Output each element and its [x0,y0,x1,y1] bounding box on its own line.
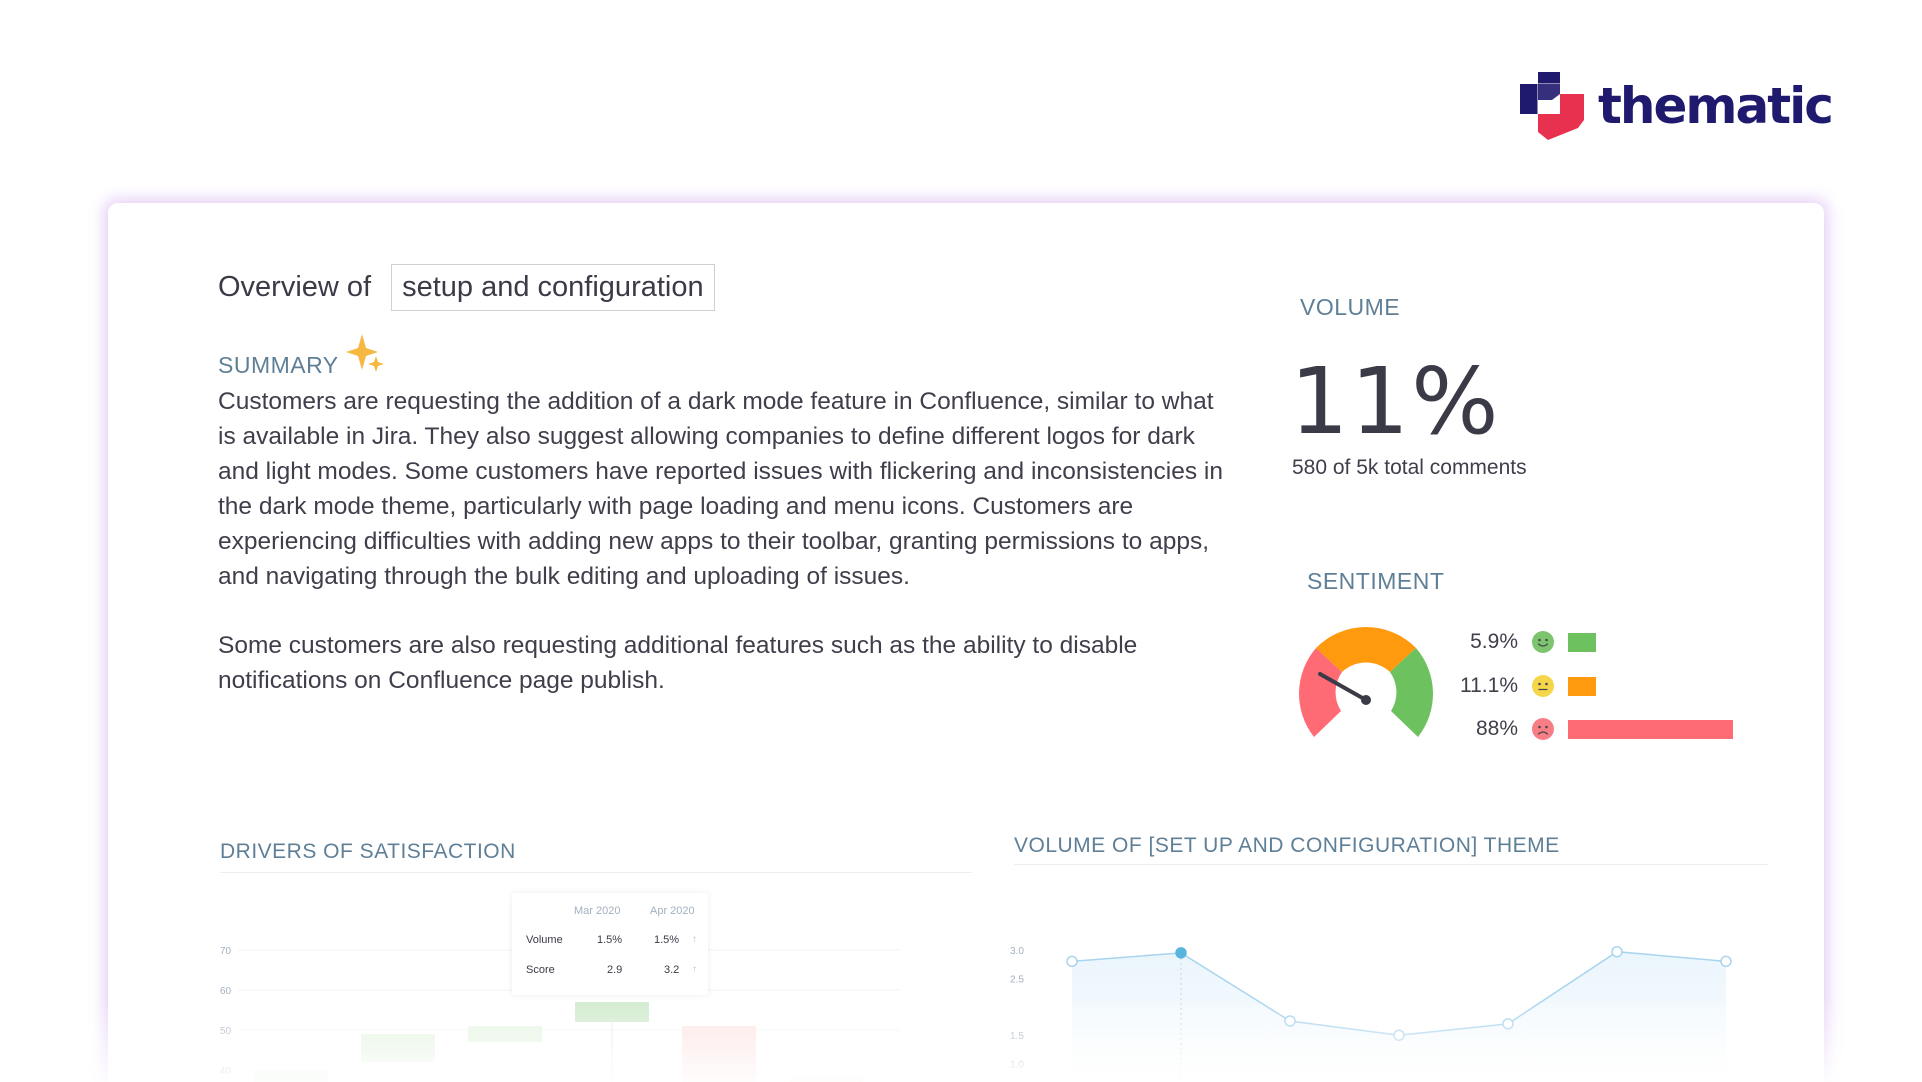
sentiment-percent: 11.1% [1460,674,1518,697]
overview-heading: Overview of setup and configuration [218,264,715,311]
volume-y-tick: 1.0 [1010,1060,1024,1071]
drivers-bar[interactable] [789,1078,863,1082]
gauge-segment-neutral [1316,626,1416,672]
summary-text: Customers are requesting the addition of… [218,384,1228,732]
sentiment-bar [1568,632,1596,652]
sentiment-gauge [1299,626,1433,737]
volume-value: 11% [1290,348,1501,455]
sentiment-row: 5.9% [1438,630,1596,654]
drivers-y-tick: 40 [220,1066,232,1077]
volume-point[interactable] [1393,1029,1405,1041]
summary-paragraph-2: Some customers are also requesting addit… [218,632,1138,694]
gauge-needle [1318,672,1368,702]
tooltip-cell: 1.5% [654,934,680,946]
volume-point[interactable] [1175,947,1187,959]
volume-point[interactable] [1284,1015,1296,1027]
volume-area [1072,951,1726,1082]
volume-subtitle: 580 of 5k total comments [1292,456,1527,479]
sentiment-label: SENTIMENT [1307,568,1445,594]
tooltip-cell: 2.9 [607,964,623,976]
volume-panel-title: VOLUME OF [SET UP AND CONFIGURATION] THE… [1014,834,1560,857]
arrow-up-icon: ↑ [692,964,697,975]
thematic-logo-text: thematic [1598,77,1834,135]
volume-point[interactable] [1502,1018,1514,1030]
volume-point[interactable] [1720,955,1732,968]
sentiment-percent: 88% [1475,717,1518,740]
tooltip-row-label: Volume [526,934,563,946]
volume-y-tick: 1.5 [1010,1031,1024,1042]
arrow-up-icon: ↑ [692,934,697,945]
overview-prefix: Overview of [218,271,372,303]
gauge-segment-positive [1390,648,1433,737]
volume-chart: 3.02.51.51.00.5 [1010,945,1732,1082]
sentiment-bar [1568,676,1596,696]
summary-label-text: SUMMARY [218,352,339,378]
summary-paragraph-1: Customers are requesting the addition of… [218,388,1224,590]
sentiment-bar [1568,719,1733,739]
volume-point[interactable] [1066,955,1078,968]
drivers-bar[interactable] [361,1034,435,1062]
drivers-y-tick: 60 [220,986,232,997]
tooltip-cell: 3.2 [664,964,680,976]
volume-point[interactable] [1611,945,1623,958]
sad-face-icon [1532,718,1554,740]
drivers-bar[interactable] [468,1026,542,1042]
drivers-title: DRIVERS OF SATISFACTION [220,840,516,863]
tooltip-cell: 1.5% [597,934,623,946]
happy-face-icon [1532,631,1554,653]
drivers-bar[interactable] [575,1002,649,1022]
volume-panel-divider [1014,864,1768,865]
summary-label: SUMMARY [218,352,339,379]
drivers-tooltip: Mar 2020 Apr 2020 Volume 1.5% 1.5% ↑ Sco… [512,893,708,995]
sentiment-percent: 5.9% [1470,630,1518,653]
thematic-logo[interactable]: thematic [1518,70,1834,142]
drivers-divider [220,872,972,873]
neutral-face-icon [1532,675,1554,697]
theme-selector[interactable]: setup and configuration [391,264,715,311]
drivers-bar[interactable] [254,1070,328,1082]
sparkle-icon [346,334,384,372]
volume-y-tick: 3.0 [1010,946,1024,957]
sentiment-row: 88% [1438,717,1733,741]
sentiment-row: 11.1% [1438,674,1596,698]
drivers-y-tick: 50 [220,1026,232,1037]
drivers-bar[interactable] [682,1026,756,1082]
volume-y-tick: 2.5 [1010,974,1024,985]
tooltip-col-1: Mar 2020 [574,905,621,917]
thematic-logo-mark-icon [1520,72,1584,140]
gauge-segment-negative [1299,648,1342,737]
tooltip-row-label: Score [526,964,555,976]
tooltip-col-2: Apr 2020 [650,905,695,917]
volume-label: VOLUME [1300,294,1401,320]
drivers-y-tick: 70 [220,946,232,957]
